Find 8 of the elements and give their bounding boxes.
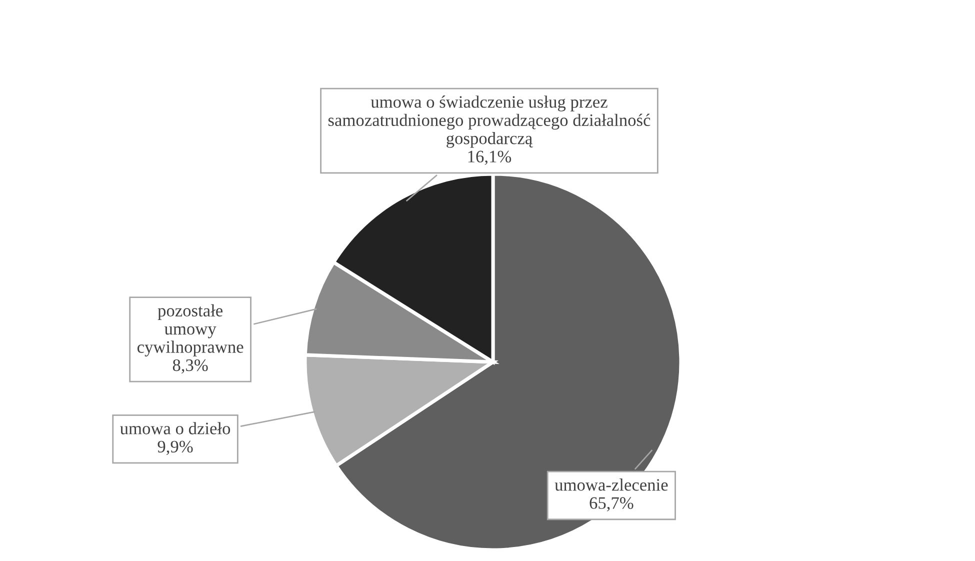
slice-label: umowa o dzieło [120, 422, 230, 434]
slice-label: umowa o świadczenie usług przez samozatrudnionego prowadzącego działalność gospodarczą [328, 96, 650, 148]
data-label: 16,1% [468, 150, 512, 165]
slice-label: umowa-zlecenie [554, 478, 668, 491]
data-label: 8,3% [172, 359, 208, 374]
slice-label: pozostałe umowy cywilnoprawne [137, 304, 244, 356]
data-label: 65,7% [590, 497, 634, 512]
data-label: 9,9% [158, 440, 193, 455]
